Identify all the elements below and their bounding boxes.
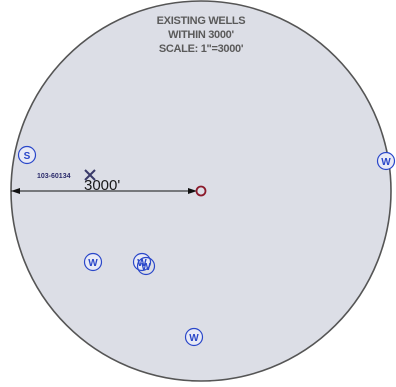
arrowhead-left-icon xyxy=(11,188,20,194)
well-symbol-letter: S xyxy=(24,151,31,162)
map-title: EXISTING WELLS WITHIN 3000' SCALE: 1"=30… xyxy=(157,15,246,55)
x-cross-icon xyxy=(84,169,96,181)
well-symbol-letter: W xyxy=(141,262,151,273)
title-line-3: SCALE: 1"=3000' xyxy=(159,43,244,55)
circled-w-icon: W xyxy=(184,327,204,347)
well-symbol-letter: W xyxy=(381,157,391,168)
arrowhead-right-icon xyxy=(188,188,197,194)
circle-target-icon xyxy=(195,185,207,197)
circled-w-icon: W xyxy=(83,252,103,272)
well-symbol-letter: W xyxy=(88,258,98,269)
circled-w-icon: W xyxy=(376,151,396,171)
well-symbol-letter: W xyxy=(189,333,199,344)
title-line-1: EXISTING WELLS xyxy=(157,15,246,27)
well-symbol-letter: W xyxy=(137,258,147,269)
circled-s-icon: S xyxy=(17,145,37,165)
radius-dimension xyxy=(11,188,197,194)
radius-label: 3000' xyxy=(84,177,120,194)
title-line-2: WITHIN 3000' xyxy=(168,29,234,41)
subject-well-label: 103-60134 xyxy=(37,173,71,180)
circled-w-icon: W xyxy=(136,256,156,276)
